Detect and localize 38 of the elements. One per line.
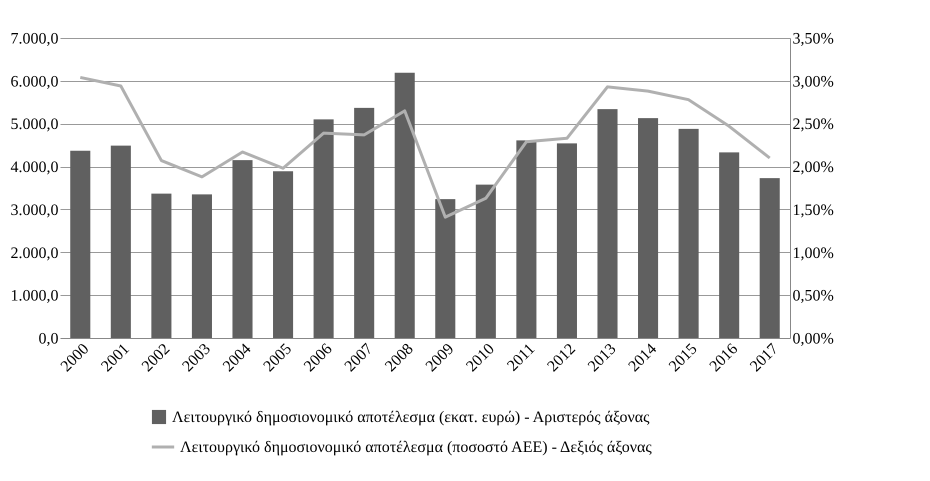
bar xyxy=(760,178,780,338)
y2-tick-label: 3,00% xyxy=(792,73,834,90)
bar xyxy=(70,150,90,338)
y-tick-label: 4.000,0 xyxy=(10,159,58,176)
bar xyxy=(151,194,172,338)
legend-label: Λειτουργικό δημοσιονομικό αποτέλεσμα (ποσοστό ΑΕΕ) - Δεξιός άξονας xyxy=(180,439,652,456)
bar xyxy=(110,146,131,338)
bar xyxy=(476,184,496,338)
y-tick-label: 6.000,0 xyxy=(10,73,58,90)
y-tick-label: 7.000,0 xyxy=(10,30,58,48)
bar xyxy=(597,109,618,338)
bar xyxy=(314,119,334,338)
y-tick-label: 3.000,0 xyxy=(10,202,58,219)
bar xyxy=(354,108,374,338)
line-series xyxy=(78,76,772,219)
y2-tick-label: 1,50% xyxy=(792,202,834,219)
x-tick-label: 2011 xyxy=(504,340,538,375)
y2-tick-label: 1,00% xyxy=(792,244,834,262)
bar xyxy=(556,143,577,338)
y-tick-label: 0,0 xyxy=(38,330,58,348)
bar xyxy=(394,72,415,338)
y-tick-label: 2.000,0 xyxy=(10,244,58,262)
bar xyxy=(678,128,699,338)
bar xyxy=(638,118,658,338)
y2-tick-label: 0,50% xyxy=(792,288,834,305)
y2-tick-label: 0,00% xyxy=(792,330,834,348)
y2-tick-label: 2,50% xyxy=(792,116,834,134)
y-tick-label: 5.000,0 xyxy=(10,116,58,134)
bar xyxy=(232,160,253,338)
bar xyxy=(273,171,294,338)
y2-tick-label: 2,00% xyxy=(792,159,834,176)
bar xyxy=(516,140,536,338)
y2-tick-label: 3,50% xyxy=(792,30,834,48)
bar xyxy=(719,152,740,338)
y-tick-label: 1.000,0 xyxy=(10,288,58,305)
bar xyxy=(192,194,212,338)
legend-label: Λειτουργικό δημοσιονομικό αποτέλεσμα (εκατ. ευρώ) - Αριστερός άξονας xyxy=(172,409,650,426)
bar xyxy=(435,199,456,338)
